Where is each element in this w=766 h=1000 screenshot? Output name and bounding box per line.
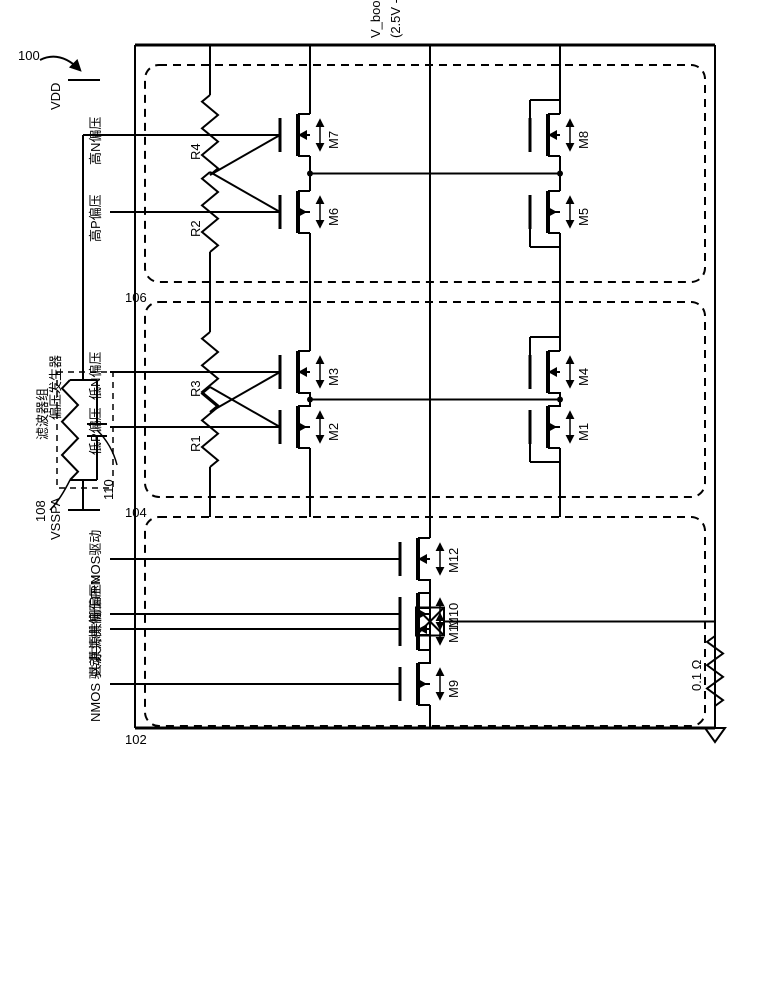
svg-text:M4: M4 (576, 368, 591, 386)
svg-text:M6: M6 (326, 208, 341, 226)
svg-text:M7: M7 (326, 131, 341, 149)
svg-text:低P偏压: 低P偏压 (88, 407, 103, 455)
svg-text:110: 110 (101, 479, 116, 500)
svg-text:M10: M10 (446, 603, 461, 628)
svg-text:VDD: VDD (48, 83, 63, 110)
svg-text:R4: R4 (188, 143, 203, 160)
svg-text:102: 102 (125, 732, 147, 747)
circuit-diagram: V_boost(2.5V - 5.5V)100VDD偏压发生器VSSPA106M… (0, 0, 766, 1000)
svg-text:R1: R1 (188, 435, 203, 452)
svg-text:高N偏压: 高N偏压 (88, 117, 103, 165)
svg-text:M2: M2 (326, 423, 341, 441)
svg-text:M9: M9 (446, 680, 461, 698)
svg-text:(2.5V - 5.5V): (2.5V - 5.5V) (388, 0, 403, 38)
svg-text:M5: M5 (576, 208, 591, 226)
svg-text:NMOS 驱动: NMOS 驱动 (88, 653, 103, 722)
svg-text:M1: M1 (576, 423, 591, 441)
svg-text:R2: R2 (188, 220, 203, 237)
svg-text:V_boost: V_boost (368, 0, 383, 38)
svg-text:滤波器组: 滤波器组 (35, 388, 50, 440)
svg-text:共源共栅偏压N: 共源共栅偏压N (88, 575, 103, 662)
svg-text:低N偏压: 低N偏压 (88, 352, 103, 400)
svg-text:偏压发生器: 偏压发生器 (48, 355, 63, 420)
svg-text:高P偏压: 高P偏压 (88, 194, 103, 242)
svg-text:M12: M12 (446, 548, 461, 573)
svg-text:0.1 Ω: 0.1 Ω (689, 659, 704, 691)
svg-text:R3: R3 (188, 380, 203, 397)
svg-text:M3: M3 (326, 368, 341, 386)
svg-text:108: 108 (33, 500, 48, 522)
svg-text:100: 100 (18, 48, 40, 63)
svg-text:M8: M8 (576, 131, 591, 149)
